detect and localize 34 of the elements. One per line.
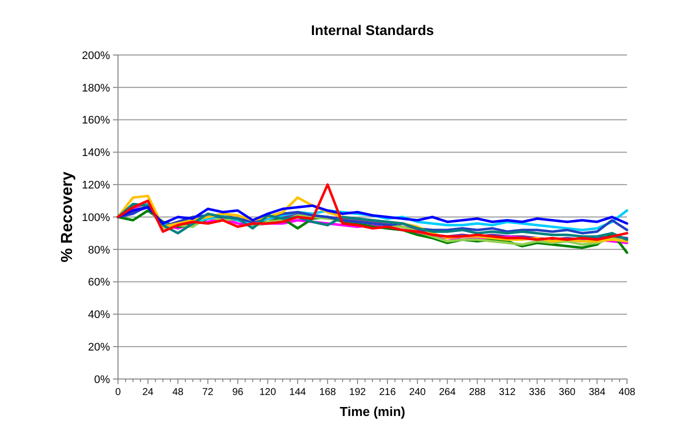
x-tick-label: 48 <box>172 387 184 398</box>
y-tick-label: 200% <box>82 50 110 62</box>
y-tick-label: 140% <box>82 147 110 160</box>
x-tick-label: 168 <box>319 387 336 398</box>
y-tick-label: 60% <box>88 276 110 289</box>
x-tick-label: 384 <box>588 387 606 398</box>
y-tick-label: 120% <box>82 179 110 192</box>
x-tick-label: 24 <box>142 387 154 398</box>
x-tick-label: 72 <box>202 387 214 398</box>
y-axis-title: % Recovery <box>59 172 76 262</box>
y-tick-label: 80% <box>88 244 110 256</box>
y-tick-label: 180% <box>82 82 110 94</box>
x-tick-label: 144 <box>289 387 306 398</box>
chart-title: Internal Standards <box>311 22 434 38</box>
x-tick-label: 120 <box>259 387 276 398</box>
x-axis-title: Time (min) <box>340 404 406 419</box>
line-series <box>116 183 628 241</box>
y-tick-label: 0% <box>94 374 110 386</box>
x-tick-label: 0 <box>115 387 122 398</box>
x-tick-label: 288 <box>468 387 486 398</box>
y-tick-label: 160% <box>82 114 110 127</box>
x-tick-label: 312 <box>498 387 516 398</box>
y-tick-label: 100% <box>82 212 110 224</box>
x-tick-label: 360 <box>558 387 576 398</box>
y-tick-label: 20% <box>88 341 110 354</box>
x-tick-label: 96 <box>232 387 244 398</box>
x-tick-label: 216 <box>379 387 396 398</box>
x-tick-label: 240 <box>409 387 426 398</box>
x-tick-label: 408 <box>618 387 636 398</box>
x-tick-label: 336 <box>528 387 546 398</box>
y-tick-label: 40% <box>88 309 110 322</box>
x-tick-label: 192 <box>349 387 366 398</box>
x-tick-label: 264 <box>439 387 456 398</box>
line-series <box>116 204 628 225</box>
